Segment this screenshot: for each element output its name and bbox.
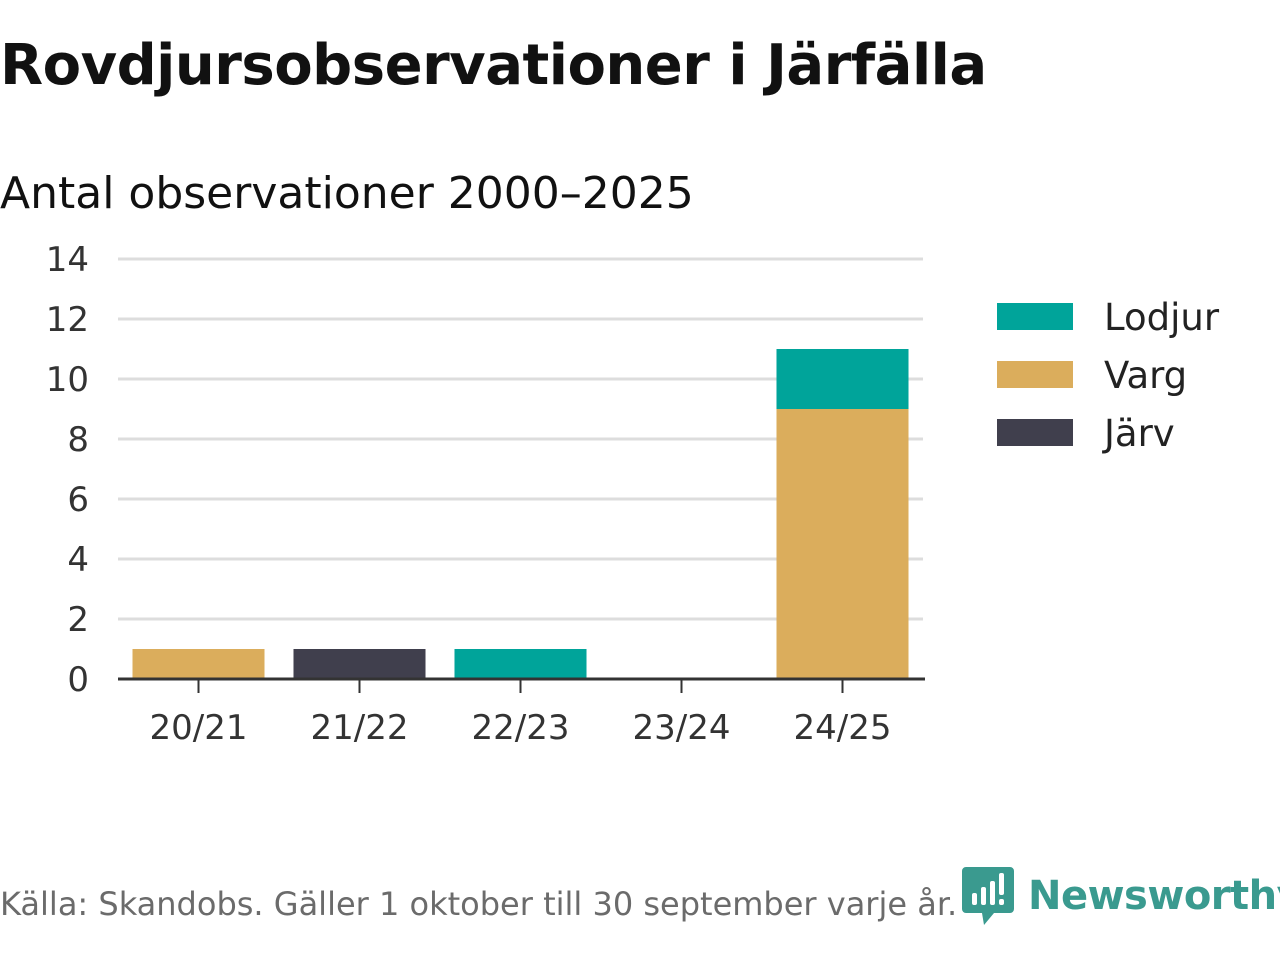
brand-logo[interactable]: Newsworthy [962,864,1280,928]
legend-swatch [997,419,1073,446]
x-tick-label: 23/24 [633,708,731,748]
bars [132,349,909,679]
legend: Lodjur Varg Järv [997,296,1220,455]
chart-subtitle: Antal observationer 2000–2025 [0,168,694,219]
y-tick-label: 0 [67,660,89,700]
y-tick-label: 14 [46,240,89,280]
legend-swatch [997,361,1073,388]
y-tick-label: 4 [67,540,89,580]
bar-22-23-lodjur [454,649,587,679]
bar-21-22-jarv [293,649,426,679]
legend-label: Varg [1104,354,1187,397]
axes: 0 2 4 6 8 10 12 14 20/21 21/22 22/23 23/24 24/25 [46,240,925,748]
bar-24-25-lodjur [776,349,909,409]
x-tick-label: 24/25 [794,708,892,748]
legend-swatch [997,303,1073,330]
bar-20-21-varg [132,649,265,679]
x-tick-label: 22/23 [472,708,570,748]
y-tick-label: 12 [46,300,89,340]
y-tick-label: 8 [67,420,89,460]
chart-title: Rovdjursobservationer i Järfälla [0,33,987,98]
y-tick-label: 2 [67,600,89,640]
newsworthy-logo-icon [962,867,1014,925]
legend-label: Lodjur [1104,296,1220,339]
x-tick-label: 20/21 [150,708,248,748]
y-tick-label: 10 [46,360,89,400]
source-note: Källa: Skandobs. Gäller 1 oktober till 3… [0,885,958,923]
y-tick-label: 6 [67,480,89,520]
legend-label: Järv [1102,412,1175,455]
x-tick-label: 21/22 [311,708,409,748]
brand-name: Newsworthy [1028,873,1280,919]
bar-24-25-varg [776,409,909,679]
stacked-bar-chart: 0 2 4 6 8 10 12 14 20/21 21/22 22/23 23/24 24/25 Lod… [46,240,1220,748]
